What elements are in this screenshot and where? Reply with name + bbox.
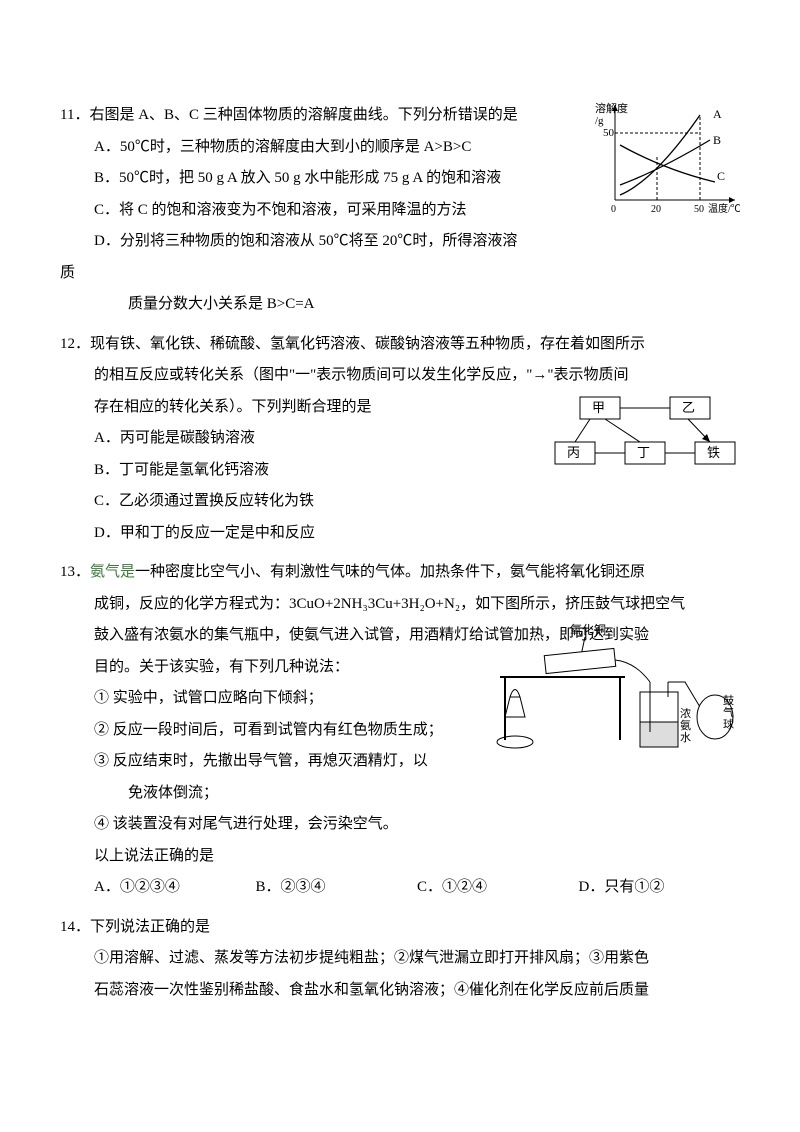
svg-text:鼓: 鼓: [723, 693, 734, 707]
q11-tail1: 质: [60, 258, 740, 290]
svg-text:B: B: [713, 133, 721, 147]
svg-text:0: 0: [611, 204, 616, 215]
q13-ask: 以上说法正确的是: [60, 841, 740, 873]
q13-stem1: 一种密度比空气小、有刺激性气味的气体。加热条件下，氨气能将氧化铜还原: [135, 564, 645, 580]
q13-opt-c: C．①②④: [417, 872, 579, 904]
svg-text:50: 50: [694, 204, 704, 215]
question-12: 12．现有铁、氧化铁、稀硫酸、氢氧化钙溶液、碳酸钠溶液等五种物质，存在着如图所示…: [60, 329, 740, 550]
q11-opt-d: D．分别将三种物质的饱和溶液从 50℃将至 20℃时，所得溶液溶: [60, 226, 740, 258]
q13-opt-b: B．②③④: [256, 872, 418, 904]
svg-text:50: 50: [603, 127, 615, 139]
q12-number: 12．: [60, 336, 90, 352]
q14-line2: 石蕊溶液一次性鉴别稀盐酸、食盐水和氢氧化钠溶液；④催化剂在化学反应前后质量: [60, 975, 740, 1007]
svg-text:球: 球: [723, 717, 734, 731]
q13-number: 13．: [60, 564, 90, 580]
ylabel: 溶解度: [595, 101, 628, 115]
solubility-chart: 溶解度 /g 50 A B C 0 20 50 温度/℃: [595, 100, 740, 220]
svg-text:气: 气: [723, 705, 734, 719]
q13-stem2: 成铜，反应的化学方程式为：3CuO+2NH₃3Cu+3H₂O+N₂，如下图所示，…: [60, 589, 740, 621]
q13-highlight: 氨气是: [90, 564, 135, 580]
svg-text:A: A: [713, 107, 722, 121]
svg-text:水: 水: [680, 731, 691, 744]
q12-stem1: 现有铁、氧化铁、稀硫酸、氢氧化钙溶液、碳酸钠溶液等五种物质，存在着如图所示: [90, 336, 645, 352]
q13-s3b: 免液体倒流；: [60, 778, 740, 810]
q12-opt-c: C．乙必须通过置换反应转化为铁: [60, 486, 740, 518]
q14-stem: 下列说法正确的是: [90, 919, 210, 935]
svg-text:乙: 乙: [682, 400, 695, 415]
q12-stem2: 的相互反应或转化关系（图中"一"表示物质间可以发生化学反应，"→"表示物质间: [60, 360, 740, 392]
q14-line1: ①用溶解、过滤、蒸发等方法初步提纯粗盐；②煤气泄漏立即打开排风扇；③用紫色: [60, 943, 740, 975]
question-14: 14．下列说法正确的是 ①用溶解、过滤、蒸发等方法初步提纯粗盐；②煤气泄漏立即打…: [60, 912, 740, 1007]
svg-text:氧化铜: 氧化铜: [570, 622, 606, 637]
q14-number: 14．: [60, 919, 90, 935]
svg-text:甲: 甲: [592, 400, 605, 415]
relation-diagram: 甲 乙 丙 丁 铁: [550, 392, 740, 472]
q11-number: 11．: [60, 107, 89, 123]
q11-stem: 右图是 A、B、C 三种固体物质的溶解度曲线。下列分析错误的是: [89, 107, 517, 123]
svg-text:氨: 氨: [680, 719, 691, 732]
svg-text:C: C: [717, 169, 725, 183]
svg-text:丙: 丙: [567, 445, 580, 460]
question-13: 13．氨气是一种密度比空气小、有刺激性气味的气体。加热条件下，氨气能将氧化铜还原…: [60, 557, 740, 904]
svg-text:温度/℃: 温度/℃: [708, 202, 740, 215]
svg-text:20: 20: [651, 204, 661, 215]
q13-options: A．①②③④ B．②③④ C．①②④ D．只有①②: [60, 872, 740, 904]
question-11: 溶解度 /g 50 A B C 0 20 50 温度/℃ 11．右图是 A、B、…: [60, 100, 740, 321]
q13-opt-a: A．①②③④: [94, 872, 256, 904]
svg-text:浓: 浓: [680, 707, 691, 720]
q11-tail2: 质量分数大小关系是 B>C=A: [60, 289, 740, 321]
svg-text:丁: 丁: [637, 445, 650, 460]
apparatus-diagram: 氧化铜 浓 氨 水 鼓 气 球: [485, 622, 740, 782]
svg-text:铁: 铁: [707, 445, 720, 460]
q12-opt-d: D．甲和丁的反应一定是中和反应: [60, 518, 740, 550]
svg-text:/g: /g: [595, 115, 604, 127]
q13-s4: ④ 该装置没有对尾气进行处理，会污染空气。: [60, 809, 740, 841]
q13-opt-d: D．只有①②: [579, 872, 741, 904]
